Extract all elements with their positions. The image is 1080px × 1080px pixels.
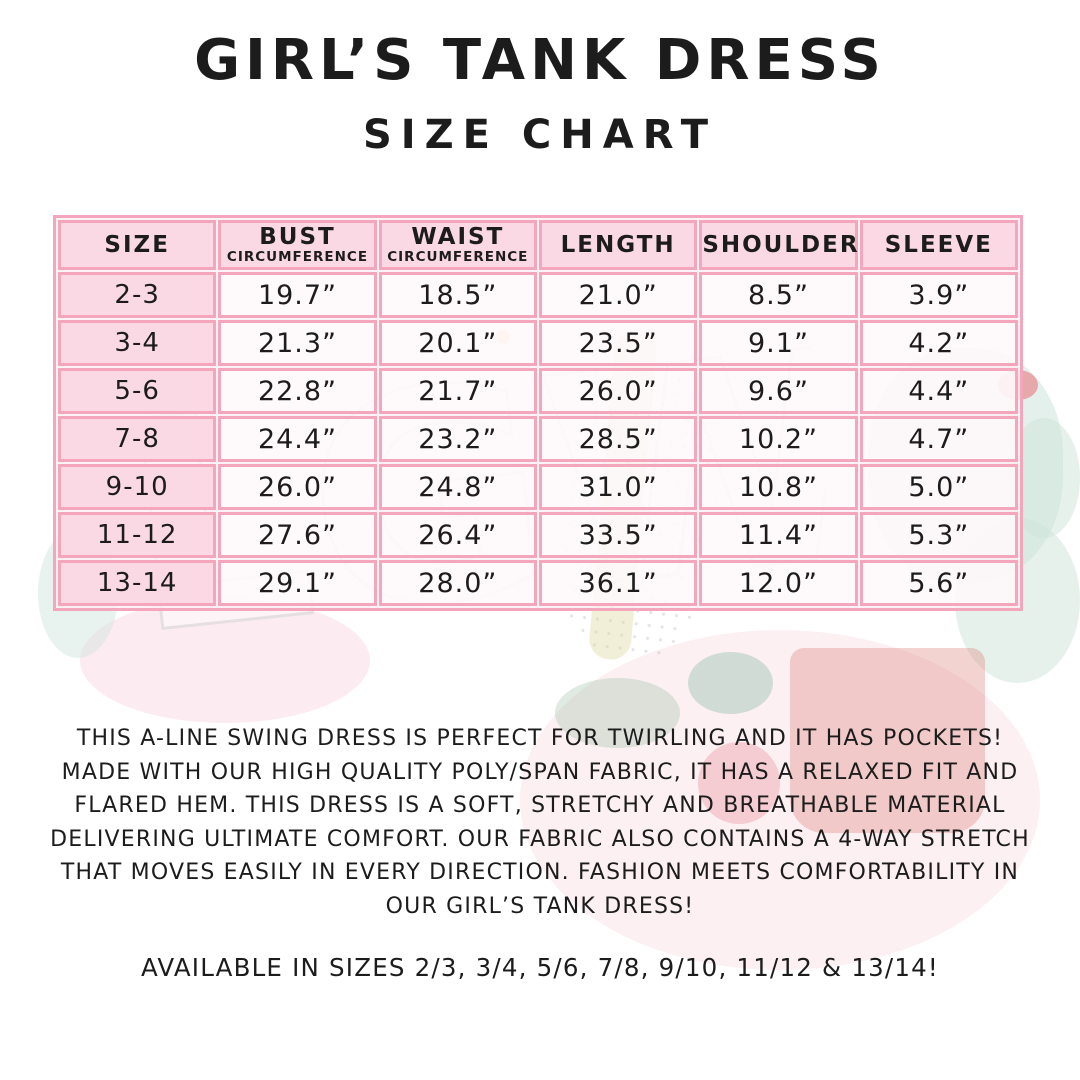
column-header-waist-sublabel: CIRCUMFERENCE: [387, 249, 529, 266]
length-cell: 26.0”: [538, 368, 698, 414]
table-row: 5-6 22.8” 21.7” 26.0” 9.6” 4.4”: [58, 368, 1018, 414]
shoulder-cell: 9.1”: [699, 320, 858, 366]
bust-cell: 22.8”: [218, 368, 377, 414]
column-header-bust-label: BUST: [259, 224, 336, 251]
bust-cell: 26.0”: [218, 464, 377, 510]
column-header-length: LENGTH: [538, 220, 698, 270]
bust-cell: 29.1”: [218, 560, 377, 606]
waist-cell: 23.2”: [378, 416, 537, 462]
column-header-bust: BUST CIRCUMFERENCE: [218, 220, 377, 270]
sleeve-cell: 4.7”: [859, 416, 1018, 462]
table-row: 11-12 27.6” 26.4” 33.5” 11.4” 5.3”: [58, 512, 1018, 558]
shoulder-cell: 10.2”: [699, 416, 858, 462]
header-row: SIZE BUST CIRCUMFERENCE WAIST CIRCUMFERE…: [58, 220, 1018, 270]
bust-cell: 24.4”: [218, 416, 377, 462]
size-cell: 2-3: [58, 272, 217, 318]
availability-note: AVAILABLE IN SIZES 2/3, 3/4, 5/6, 7/8, 9…: [141, 953, 939, 982]
shoulder-cell: 11.4”: [699, 512, 858, 558]
column-header-shoulder-label: SHOULDER: [702, 231, 860, 258]
length-cell: 31.0”: [538, 464, 698, 510]
column-header-length-label: LENGTH: [560, 231, 676, 258]
table-row: 2-3 19.7” 18.5” 21.0” 8.5” 3.9”: [58, 272, 1018, 318]
sleeve-cell: 3.9”: [859, 272, 1018, 318]
length-cell: 33.5”: [538, 512, 698, 558]
table-row: 9-10 26.0” 24.8” 31.0” 10.8” 5.0”: [58, 464, 1018, 510]
column-header-bust-sublabel: CIRCUMFERENCE: [226, 249, 369, 266]
bust-cell: 19.7”: [218, 272, 377, 318]
product-description: THIS A-LINE SWING DRESS IS PERFECT FOR T…: [50, 726, 1030, 919]
waist-cell: 28.0”: [378, 560, 537, 606]
column-header-sleeve-label: SLEEVE: [884, 231, 993, 258]
size-cell: 13-14: [58, 560, 217, 606]
length-cell: 23.5”: [538, 320, 698, 366]
size-cell: 11-12: [58, 512, 217, 558]
size-cell: 7-8: [58, 416, 217, 462]
size-cell: 9-10: [58, 464, 217, 510]
sleeve-cell: 4.4”: [859, 368, 1018, 414]
shoulder-cell: 9.6”: [699, 368, 858, 414]
waist-cell: 26.4”: [378, 512, 537, 558]
table-row: 3-4 21.3” 20.1” 23.5” 9.1” 4.2”: [58, 320, 1018, 366]
size-cell: 3-4: [58, 320, 217, 366]
waist-cell: 18.5”: [378, 272, 537, 318]
page-title: GIRL’S TANK DRESS: [194, 28, 886, 93]
sleeve-cell: 5.6”: [859, 560, 1018, 606]
length-cell: 21.0”: [538, 272, 698, 318]
waist-cell: 20.1”: [378, 320, 537, 366]
column-header-waist-label: WAIST: [411, 224, 505, 251]
table-row: 7-8 24.4” 23.2” 28.5” 10.2” 4.7”: [58, 416, 1018, 462]
length-cell: 36.1”: [538, 560, 698, 606]
column-header-size: SIZE: [58, 220, 217, 270]
waist-cell: 24.8”: [378, 464, 537, 510]
bust-cell: 27.6”: [218, 512, 377, 558]
column-header-size-label: SIZE: [104, 231, 170, 258]
shoulder-cell: 8.5”: [699, 272, 858, 318]
sleeve-cell: 5.3”: [859, 512, 1018, 558]
column-header-waist: WAIST CIRCUMFERENCE: [378, 220, 537, 270]
sleeve-cell: 5.0”: [859, 464, 1018, 510]
page-subtitle: SIZE CHART: [362, 112, 718, 158]
column-header-sleeve: SLEEVE: [859, 220, 1018, 270]
sleeve-cell: 4.2”: [859, 320, 1018, 366]
waist-cell: 21.7”: [378, 368, 537, 414]
size-chart-table: SIZE BUST CIRCUMFERENCE WAIST CIRCUMFERE…: [53, 215, 1023, 611]
bust-cell: 21.3”: [218, 320, 377, 366]
shoulder-cell: 10.8”: [699, 464, 858, 510]
table-row: 13-14 29.1” 28.0” 36.1” 12.0” 5.6”: [58, 560, 1018, 606]
shoulder-cell: 12.0”: [699, 560, 858, 606]
length-cell: 28.5”: [538, 416, 698, 462]
size-cell: 5-6: [58, 368, 217, 414]
column-header-shoulder: SHOULDER: [699, 220, 860, 270]
